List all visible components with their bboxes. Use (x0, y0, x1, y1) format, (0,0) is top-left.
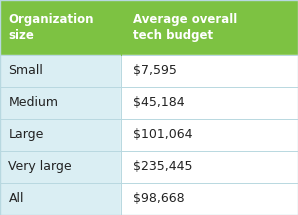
Bar (0, 183, 121, 215)
Bar (0, 55, 121, 87)
Bar (121, 151, 298, 183)
Text: $101,064: $101,064 (133, 128, 193, 141)
Text: All: All (8, 192, 24, 206)
Text: Medium: Medium (8, 96, 58, 109)
Text: $235,445: $235,445 (133, 160, 193, 174)
Bar (121, 119, 298, 151)
Bar (121, 87, 298, 119)
Text: Large: Large (8, 128, 44, 141)
Bar (121, 55, 298, 87)
Bar (0, 151, 121, 183)
Bar (0, 119, 121, 151)
Bar (121, 183, 298, 215)
Text: Very large: Very large (8, 160, 72, 174)
Bar (0, 87, 121, 119)
Text: $98,668: $98,668 (133, 192, 185, 206)
Text: $7,595: $7,595 (133, 64, 177, 77)
Text: Average overall
tech budget: Average overall tech budget (133, 13, 237, 42)
Text: Small: Small (8, 64, 43, 77)
Bar (0, 0, 298, 55)
Text: Organization
size: Organization size (8, 13, 94, 42)
Text: $45,184: $45,184 (133, 96, 185, 109)
